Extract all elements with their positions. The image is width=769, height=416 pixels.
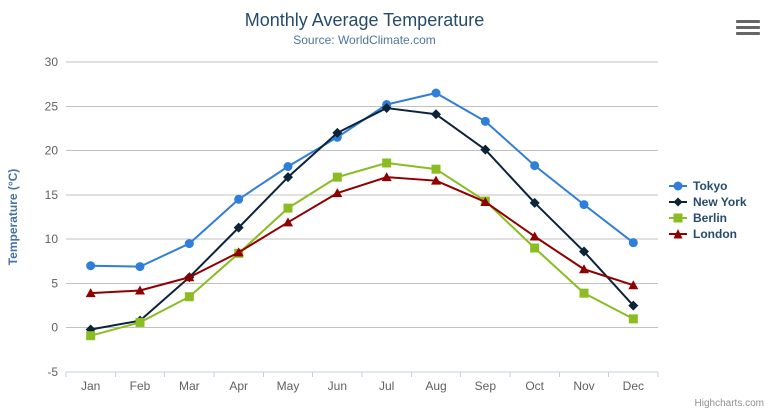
y-axis-label: 15 <box>45 188 59 202</box>
x-axis-label: Jun <box>328 379 347 393</box>
data-point-tokyo[interactable] <box>480 116 490 126</box>
data-point-london[interactable] <box>135 285 145 295</box>
x-axis-label: Oct <box>525 379 544 393</box>
data-point-new-york[interactable] <box>529 197 540 208</box>
data-point-london[interactable] <box>529 231 540 241</box>
data-point-new-york[interactable] <box>480 144 491 155</box>
data-point-tokyo[interactable] <box>234 194 244 204</box>
data-point-tokyo[interactable] <box>628 238 638 248</box>
data-point-tokyo[interactable] <box>283 162 293 172</box>
y-axis-label: 10 <box>45 232 59 246</box>
x-axis-label: Nov <box>573 379 594 393</box>
series-line-berlin <box>90 161 634 337</box>
data-point-new-york[interactable] <box>233 222 244 233</box>
legend-marker-circle-icon <box>669 181 687 191</box>
data-point-london[interactable] <box>579 264 589 274</box>
x-axis-label: May <box>277 379 300 393</box>
legend-label: London <box>693 227 737 241</box>
data-point-new-york[interactable] <box>381 103 392 114</box>
x-axis-label: Feb <box>130 379 151 393</box>
data-point-tokyo[interactable] <box>135 262 145 272</box>
x-axis-label: Sep <box>475 379 497 393</box>
data-point-london[interactable] <box>85 288 96 298</box>
y-axis-label: 0 <box>51 321 58 335</box>
data-point-london[interactable] <box>283 217 293 227</box>
y-axis-label: 25 <box>45 99 59 113</box>
data-point-berlin[interactable] <box>184 292 194 302</box>
legend: Tokyo New York Berlin London <box>668 178 747 242</box>
data-point-berlin[interactable] <box>283 203 293 213</box>
series-line-london <box>90 176 634 295</box>
data-point-new-york[interactable] <box>628 300 639 311</box>
data-point-new-york[interactable] <box>579 246 589 257</box>
data-point-tokyo[interactable] <box>530 161 540 171</box>
hamburger-icon <box>736 20 760 35</box>
data-point-tokyo[interactable] <box>86 261 96 271</box>
legend-marker-square-icon <box>669 213 687 223</box>
legend-label: New York <box>693 195 747 209</box>
data-point-berlin[interactable] <box>431 164 441 174</box>
data-point-berlin[interactable] <box>579 288 589 298</box>
y-axis-label: 5 <box>51 276 58 290</box>
chart-subtitle: Source: WorldClimate.com <box>293 33 436 47</box>
data-point-berlin[interactable] <box>382 158 392 168</box>
x-axis-label: Jul <box>379 379 394 393</box>
x-axis-label: Apr <box>229 379 248 393</box>
x-axis-label: Dec <box>623 379 644 393</box>
legend-item-new-york[interactable]: New York <box>668 194 747 210</box>
legend-marker-diamond-icon <box>669 197 687 207</box>
data-point-berlin[interactable] <box>530 243 540 253</box>
data-point-london[interactable] <box>184 272 195 282</box>
data-point-tokyo[interactable] <box>579 200 589 210</box>
legend-item-berlin[interactable]: Berlin <box>668 210 747 226</box>
data-point-tokyo[interactable] <box>184 239 194 249</box>
data-point-london[interactable] <box>628 280 639 290</box>
y-axis-label: 20 <box>45 144 59 158</box>
data-point-london[interactable] <box>381 172 392 182</box>
y-axis-label: 30 <box>45 55 59 69</box>
legend-marker-triangle-icon <box>669 229 687 239</box>
series-line-tokyo <box>90 92 634 268</box>
data-point-berlin[interactable] <box>135 317 145 327</box>
data-point-new-york[interactable] <box>332 127 343 138</box>
legend-item-tokyo[interactable]: Tokyo <box>668 178 747 194</box>
data-point-tokyo[interactable] <box>431 88 441 98</box>
data-point-london[interactable] <box>431 175 441 185</box>
x-axis-label: Jan <box>81 379 100 393</box>
data-point-berlin[interactable] <box>628 314 638 324</box>
legend-label: Berlin <box>693 211 728 225</box>
y-axis-label: -5 <box>47 365 58 379</box>
data-point-berlin[interactable] <box>86 331 96 341</box>
export-menu-button[interactable] <box>734 15 762 39</box>
x-axis-label: Aug <box>425 379 446 393</box>
legend-label: Tokyo <box>693 179 728 193</box>
data-point-london[interactable] <box>332 188 343 198</box>
series-line-new-york <box>90 107 635 331</box>
data-point-berlin[interactable] <box>332 172 342 182</box>
x-axis-label: Mar <box>179 379 200 393</box>
data-point-london[interactable] <box>233 247 244 257</box>
data-point-new-york[interactable] <box>283 172 293 183</box>
chart-title: Monthly Average Temperature <box>244 10 485 30</box>
credits-link[interactable]: Highcharts.com <box>694 398 764 409</box>
data-point-new-york[interactable] <box>431 109 441 120</box>
legend-item-london[interactable]: London <box>668 226 747 242</box>
data-point-london[interactable] <box>480 196 491 206</box>
